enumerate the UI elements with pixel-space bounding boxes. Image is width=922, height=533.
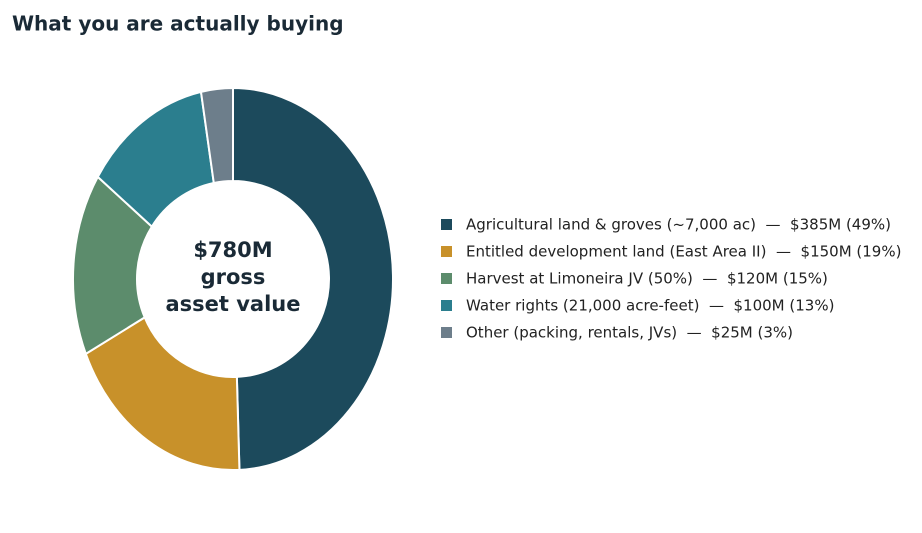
donut-slice <box>72 175 154 356</box>
legend-text: Entitled development land (East Area II)… <box>466 243 901 261</box>
legend-swatch <box>441 246 452 257</box>
donut <box>72 86 394 471</box>
center-text: $780M <box>193 238 272 262</box>
legend-text: Water rights (21,000 acre-feet) — $100M … <box>466 297 834 315</box>
center-text: gross <box>201 265 266 289</box>
legend-text: Agricultural land & groves (~7,000 ac) —… <box>466 216 891 234</box>
chart-title: What you are actually buying <box>12 12 344 36</box>
legend-swatch <box>441 300 452 311</box>
donut-slice <box>84 315 241 471</box>
legend-swatch <box>441 327 452 338</box>
legend-swatch <box>441 219 452 230</box>
legend-swatch <box>441 273 452 284</box>
legend-text: Harvest at Limoneira JV (50%) — $120M (1… <box>466 270 828 288</box>
legend-text: Other (packing, rentals, JVs) — $25M (3%… <box>466 324 793 342</box>
center-text: asset value <box>165 292 300 316</box>
donut-slice <box>199 86 234 185</box>
donut-slice <box>232 86 394 471</box>
